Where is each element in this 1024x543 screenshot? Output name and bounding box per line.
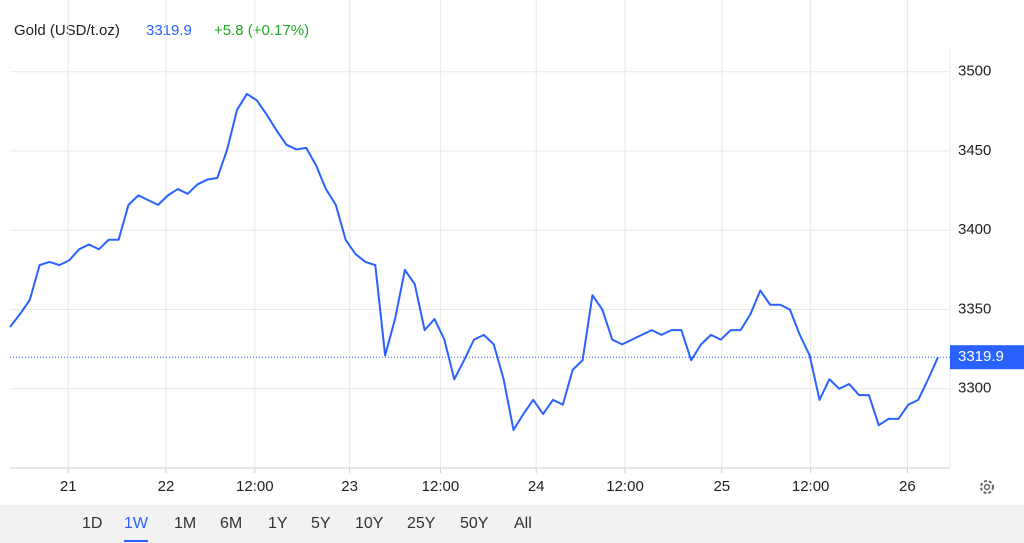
range-button[interactable]: 25Y — [407, 515, 436, 532]
last-value-box — [950, 345, 1024, 370]
x-tick-label: 25 — [713, 478, 730, 495]
chart-title: Gold (USD/t.oz) — [14, 22, 120, 39]
line — [9, 92, 939, 431]
last-value-label: 3319.9 — [958, 348, 1004, 365]
range-button[interactable]: 5Y — [311, 515, 331, 532]
range-button[interactable]: 10Y — [355, 515, 384, 532]
range-button[interactable]: 6M — [220, 515, 243, 532]
x-tick-label: 12:00 — [792, 478, 830, 495]
x-tick-label: 12:00 — [422, 478, 460, 495]
change: +5.8 (+0.17%) — [214, 22, 309, 39]
range-button[interactable]: 50Y — [460, 515, 489, 532]
chart: Gold (USD/t.oz) 3319.9 +5.8 (+0.17%) 330… — [9, 0, 1024, 495]
range-button[interactable]: 1Y — [268, 515, 288, 532]
x-tick-label: 23 — [341, 478, 358, 495]
x-tick-label: 22 — [158, 478, 175, 495]
y-tick-label: 3450 — [958, 142, 991, 159]
y-tick-label: 3300 — [958, 380, 991, 397]
range-button[interactable]: 1D — [82, 515, 103, 532]
y-tick-label: 3350 — [958, 300, 991, 317]
range-button[interactable]: 1W — [124, 515, 148, 542]
price: 3319.9 — [146, 22, 192, 39]
x-tick-label: 26 — [899, 478, 916, 495]
range-button[interactable]: All — [514, 515, 532, 532]
settings-icon[interactable] — [980, 480, 994, 494]
x-tick-label: 12:00 — [236, 478, 274, 495]
x-tick-label: 21 — [60, 478, 77, 495]
y-tick-label: 3500 — [958, 63, 991, 80]
x-tick-label: 12:00 — [606, 478, 644, 495]
y-tick-label: 3400 — [958, 221, 991, 238]
range-toolbar: 1D 1W 1M 6M 1Y 5Y 10Y 25Y 50Y All — [0, 505, 1024, 543]
x-tick-label: 24 — [528, 478, 545, 495]
range-button[interactable]: 1M — [174, 515, 197, 532]
